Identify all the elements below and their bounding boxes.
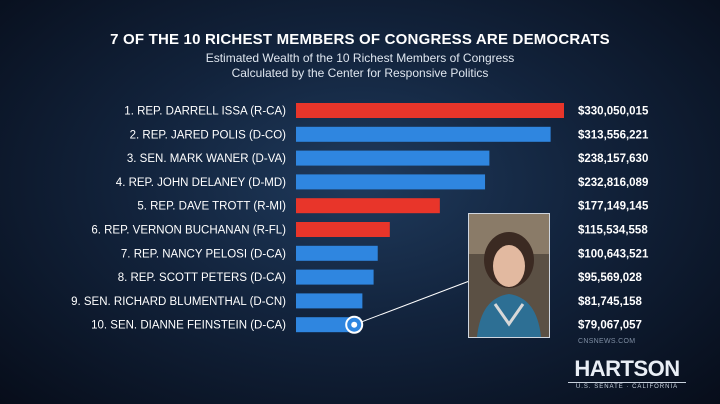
- value-label-6: $115,534,558: [578, 225, 648, 237]
- senator-photo: [468, 213, 550, 338]
- bar-7: [296, 245, 378, 261]
- photo-connector-line: [354, 279, 473, 326]
- value-label-5: $177,149,145: [578, 201, 649, 213]
- logo-tagline: U.S. SENATE · CALIFORNIA: [568, 382, 686, 390]
- bar-6: [296, 222, 390, 237]
- bar-5: [296, 198, 440, 214]
- value-label-2: $313,556,221: [578, 129, 649, 141]
- value-label-3: $238,157,630: [578, 153, 648, 165]
- category-label-5: 5. REP. DAVE TROTT (R-MI): [137, 201, 286, 213]
- category-label-4: 4. REP. JOHN DELANEY (D-MD): [116, 177, 286, 189]
- bar-4: [296, 174, 486, 190]
- bar-9: [296, 293, 363, 309]
- chart-subtitle-line-2: Calculated by the Center for Responsive …: [231, 66, 489, 80]
- category-label-3: 3. SEN. MARK WANER (D-VA): [127, 153, 286, 165]
- hartson-logo: HARTSON U.S. SENATE · CALIFORNIA: [568, 356, 686, 392]
- source-label: CNSNEWS.COM: [578, 338, 636, 345]
- bar-3: [296, 150, 490, 166]
- value-label-1: $330,050,015: [578, 106, 649, 118]
- chart-subtitle-line-1: Estimated Wealth of the 10 Richest Membe…: [205, 51, 515, 65]
- chart-title: 7 OF THE 10 RICHEST MEMBERS OF CONGRESS …: [110, 31, 610, 48]
- bar-8: [296, 269, 374, 285]
- bar-2: [296, 126, 551, 142]
- category-label-8: 8. REP. SCOTT PETERS (D-CA): [118, 272, 286, 284]
- category-label-9: 9. SEN. RICHARD BLUMENTHAL (D-CN): [71, 296, 286, 308]
- value-label-4: $232,816,089: [578, 177, 648, 189]
- category-label-10: 10. SEN. DIANNE FEINSTEIN (D-CA): [91, 320, 286, 332]
- value-label-8: $95,569,028: [578, 272, 643, 284]
- value-label-10: $79,067,057: [578, 320, 642, 332]
- category-label-1: 1. REP. DARRELL ISSA (R-CA): [124, 106, 286, 118]
- category-label-6: 6. REP. VERNON BUCHANAN (R-FL): [91, 225, 286, 237]
- bar-1: [296, 103, 564, 118]
- value-label-7: $100,643,521: [578, 248, 649, 260]
- bar-10: [296, 317, 361, 333]
- logo-name: HARTSON: [574, 356, 680, 381]
- highlight-marker-dot: [351, 321, 358, 328]
- category-label-2: 2. REP. JARED POLIS (D-CO): [130, 129, 287, 141]
- category-label-7: 7. REP. NANCY PELOSI (D-CA): [121, 248, 286, 260]
- value-label-9: $81,745,158: [578, 296, 643, 308]
